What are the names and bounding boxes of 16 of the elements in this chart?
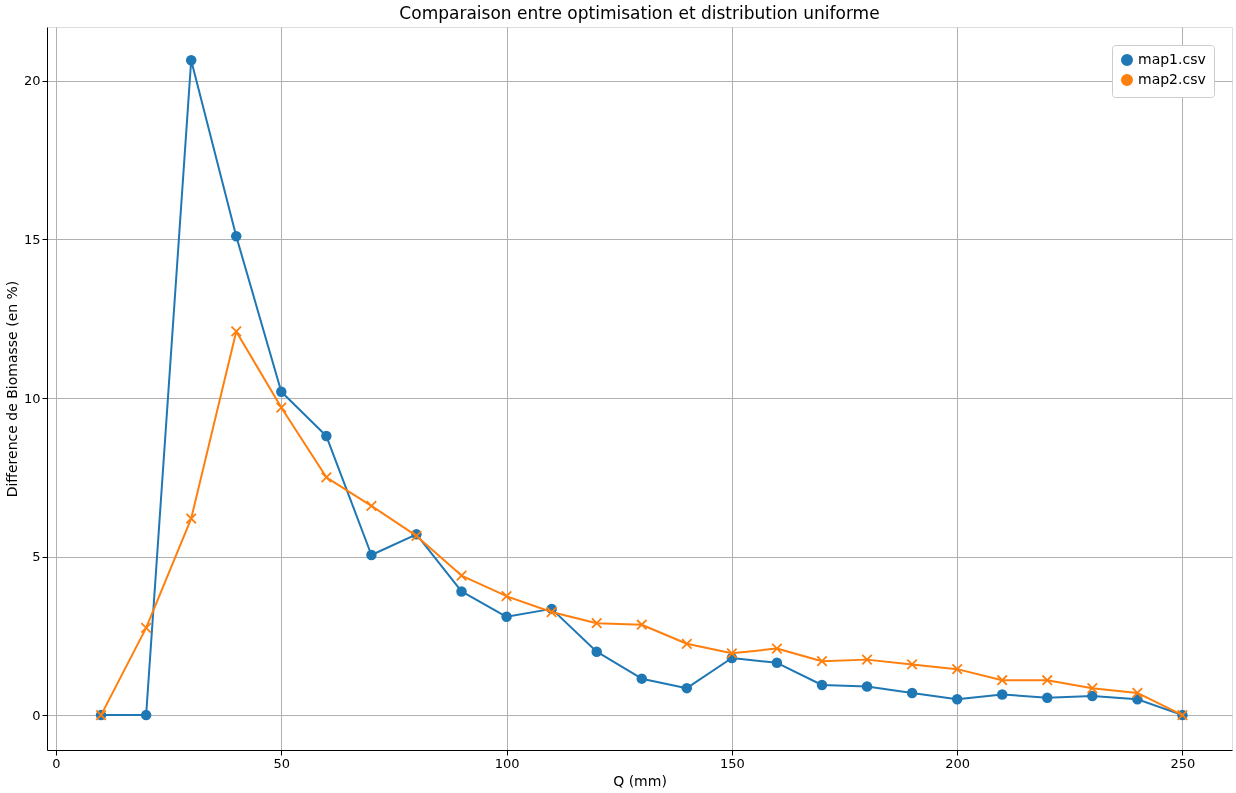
legend-label: map2.csv [1138,71,1206,87]
x-tick-label: 200 [945,755,971,771]
x-axis-title: Q (mm) [613,772,667,789]
y-tick-label: 0 [32,707,41,723]
chart-title: Comparaison entre optimisation et distribution uniforme [399,3,880,23]
y-tick-label: 10 [23,390,41,406]
x-tick-label: 100 [494,755,520,771]
y-tick-label: 15 [23,231,41,247]
y-tick-label: 20 [23,73,41,89]
x-tick-label: 50 [273,755,291,771]
y-axis-title: Difference de Biomasse (en %) [3,280,20,498]
x-tick-label: 250 [1170,755,1196,771]
legend-label: map1.csv [1138,51,1206,67]
x-tick-label: 150 [719,755,745,771]
y-tick-label: 5 [32,549,41,565]
x-tick-label: 0 [52,755,61,771]
